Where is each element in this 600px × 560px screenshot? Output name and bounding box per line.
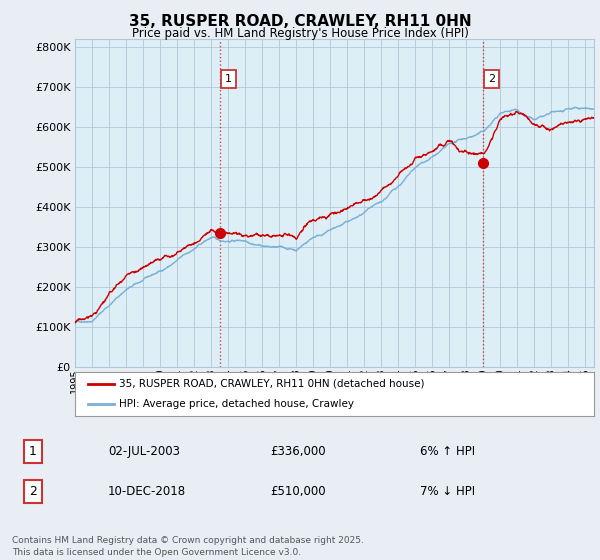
Text: 2: 2 <box>488 74 495 84</box>
Text: 2: 2 <box>29 485 37 498</box>
Text: Contains HM Land Registry data © Crown copyright and database right 2025.
This d: Contains HM Land Registry data © Crown c… <box>12 536 364 557</box>
Text: 35, RUSPER ROAD, CRAWLEY, RH11 0HN (detached house): 35, RUSPER ROAD, CRAWLEY, RH11 0HN (deta… <box>119 379 425 389</box>
Text: 1: 1 <box>29 445 37 459</box>
Text: 6% ↑ HPI: 6% ↑ HPI <box>420 445 475 459</box>
Text: £336,000: £336,000 <box>270 445 326 459</box>
Text: 7% ↓ HPI: 7% ↓ HPI <box>420 485 475 498</box>
Text: 02-JUL-2003: 02-JUL-2003 <box>108 445 180 459</box>
Text: Price paid vs. HM Land Registry's House Price Index (HPI): Price paid vs. HM Land Registry's House … <box>131 27 469 40</box>
Text: HPI: Average price, detached house, Crawley: HPI: Average price, detached house, Craw… <box>119 399 354 409</box>
Text: 1: 1 <box>225 74 232 84</box>
Text: £510,000: £510,000 <box>270 485 326 498</box>
Text: 10-DEC-2018: 10-DEC-2018 <box>108 485 186 498</box>
Text: 35, RUSPER ROAD, CRAWLEY, RH11 0HN: 35, RUSPER ROAD, CRAWLEY, RH11 0HN <box>128 14 472 29</box>
